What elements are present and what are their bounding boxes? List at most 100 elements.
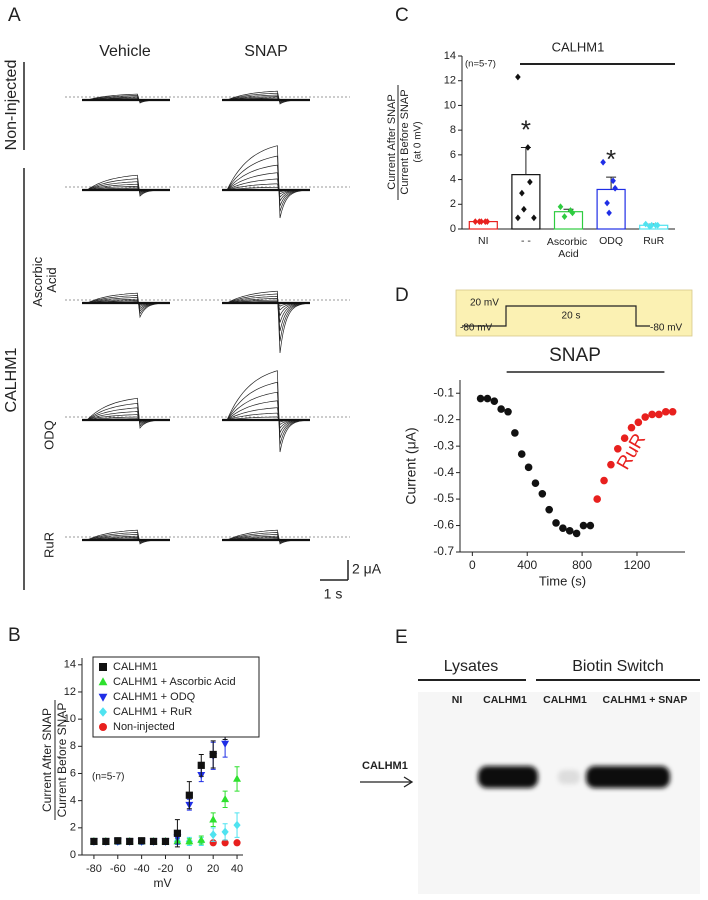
data-point (642, 220, 649, 228)
x-tick-label: -40 (134, 863, 150, 875)
data-point (593, 495, 601, 503)
blot-image (418, 692, 700, 894)
marker (161, 837, 170, 846)
x-tick-label: Ascorbic Acid (547, 236, 590, 260)
data-point (472, 218, 479, 225)
significance-mark: * (606, 144, 616, 174)
data-point (552, 519, 560, 527)
x-tick-label: RuR (643, 235, 664, 247)
data-point (572, 529, 581, 538)
data-point (559, 524, 567, 532)
marker (233, 820, 241, 830)
data-point (612, 184, 618, 192)
blot-band (558, 770, 580, 784)
y-tick-label: -0.2 (433, 412, 454, 426)
x-tick-label: 0 (469, 558, 476, 572)
protocol-trace (462, 305, 650, 327)
y-axis-label: (at 0 mV) (413, 121, 424, 162)
data-point (648, 410, 656, 419)
y-axis-label: Current After SNAP (40, 708, 54, 812)
data-point (531, 479, 540, 488)
scale-label: 1 s (324, 586, 343, 602)
marker (221, 794, 230, 803)
data-point (525, 144, 531, 151)
data-point (606, 209, 612, 217)
data-point (654, 221, 661, 229)
data-point (610, 177, 616, 185)
row-label: RuR (41, 532, 56, 558)
current-trace (222, 391, 309, 439)
data-point (497, 405, 505, 413)
current-trace (82, 174, 169, 197)
y-tick-label: 8 (70, 740, 76, 752)
marker (102, 837, 110, 846)
blot-band (478, 766, 538, 788)
marker (173, 829, 182, 837)
marker (98, 677, 108, 686)
error-bar (606, 176, 617, 190)
data-point (648, 221, 655, 229)
data-point (478, 218, 485, 225)
x-tick-label: 20 (207, 863, 219, 875)
y-tick-label: -0.4 (433, 465, 454, 479)
marker (233, 774, 241, 782)
row-label: ODQ (41, 420, 56, 450)
marker (197, 835, 206, 843)
data-point (607, 460, 615, 469)
significance-mark: * (521, 114, 531, 144)
y-axis-label: Current After SNAP (386, 94, 398, 189)
panel-letter: E (395, 627, 408, 648)
current-trace (82, 407, 169, 426)
data-point (538, 489, 547, 498)
y-tick-label: 0 (450, 223, 456, 235)
group-label: CALHM1 (3, 347, 20, 412)
data-point (627, 423, 636, 432)
marker (209, 830, 217, 839)
marker (98, 693, 108, 702)
y-tick-label: 6 (450, 149, 456, 161)
legend-box (92, 656, 260, 738)
y-axis-label: Current Before SNAP (399, 89, 411, 194)
data-point (524, 463, 533, 472)
marker (221, 827, 229, 837)
current-trace (222, 164, 309, 206)
current-trace (222, 370, 309, 453)
marker (149, 837, 158, 846)
panel-letter: C (395, 5, 409, 26)
y-tick-label: -0.5 (433, 491, 454, 505)
annotation: (n=5-7) (465, 59, 496, 70)
marker (185, 791, 193, 799)
protocol-label: -80 mV (650, 323, 683, 334)
blot-band (586, 766, 670, 788)
lane-label: CALHM1 (483, 694, 527, 706)
annotation: RuR (613, 430, 650, 473)
y-tick-label: 12 (64, 686, 76, 698)
marker (197, 761, 205, 769)
data-point (604, 199, 610, 207)
current-trace (222, 290, 309, 354)
x-tick-label: NI (478, 235, 489, 247)
y-tick-label: 14 (444, 50, 456, 62)
scale-label: 2 μA (352, 561, 382, 577)
marker (185, 837, 194, 845)
y-tick-label: 2 (70, 822, 76, 834)
data-point (567, 207, 574, 214)
legend-label: Non-injected (113, 721, 175, 733)
marker (233, 839, 241, 847)
protocol-box (455, 289, 693, 337)
x-tick-label: 40 (231, 863, 243, 875)
y-axis-label: Current (μA) (403, 427, 419, 504)
lane-label: CALHM1 (543, 694, 587, 706)
data-point (661, 407, 670, 416)
y-tick-label: 6 (70, 767, 76, 779)
marker (90, 837, 98, 846)
x-tick-label: 800 (572, 558, 592, 572)
y-tick-label: 10 (64, 713, 76, 725)
data-point (531, 214, 537, 222)
current-trace (222, 155, 309, 212)
legend-label: CALHM1 + Ascorbic Acid (113, 676, 236, 688)
legend-label: CALHM1 (113, 661, 158, 673)
data-point (515, 214, 521, 222)
marker (221, 740, 230, 748)
data-point (557, 203, 564, 211)
